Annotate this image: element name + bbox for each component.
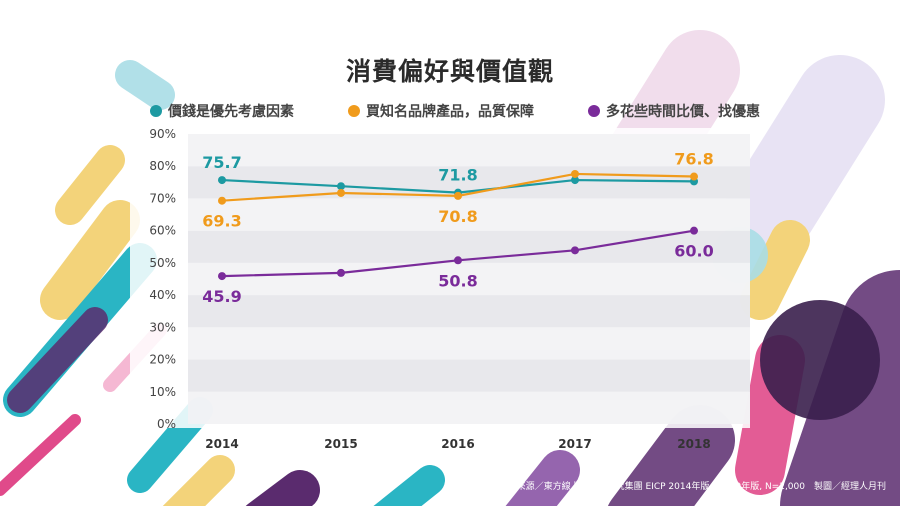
data-point [571, 176, 579, 185]
data-label: 50.8 [438, 271, 477, 290]
data-point [454, 256, 462, 265]
data-point [337, 182, 345, 191]
data-point [218, 196, 226, 205]
data-label: 75.7 [202, 153, 241, 172]
data-label: 45.9 [202, 287, 241, 306]
grid-band [188, 391, 750, 424]
y-tick-label: 90% [149, 127, 176, 141]
x-tick-label: 2017 [558, 437, 591, 451]
data-point [337, 268, 345, 277]
data-label: 76.8 [674, 150, 713, 169]
y-tick-label: 70% [149, 191, 176, 205]
x-tick-label: 2014 [205, 437, 238, 451]
chart-title: 消費偏好與價值觀 [345, 57, 554, 86]
legend-label-price: 價錢是優先考慮因素 [168, 104, 294, 120]
y-tick-label: 50% [149, 256, 176, 270]
x-tick-label: 2018 [677, 437, 710, 451]
legend-item-compare: 多花些時間比價、找優惠 [588, 101, 760, 121]
data-point [218, 176, 226, 185]
grid-band [188, 134, 750, 167]
data-point [571, 246, 579, 255]
x-tick-label: 2015 [324, 437, 357, 451]
data-point [218, 272, 226, 281]
legend-marker-compare [588, 105, 600, 117]
data-point [690, 226, 698, 235]
data-label: 69.3 [202, 212, 241, 231]
y-tick-label: 20% [149, 353, 176, 367]
legend-label-brand: 買知名品牌產品，品質保障 [366, 104, 534, 120]
data-point [690, 172, 698, 181]
grid-band [188, 327, 750, 360]
y-tick-label: 60% [149, 224, 176, 238]
grid-band [188, 359, 750, 392]
data-point [454, 191, 462, 200]
grid-band [188, 262, 750, 296]
y-tick-label: 30% [149, 320, 176, 334]
y-tick-label: 40% [149, 288, 176, 302]
y-tick-label: 10% [149, 385, 176, 399]
legend-item-price: 價錢是優先考慮因素 [150, 101, 294, 121]
grid-band [188, 198, 750, 231]
y-tick-label: 80% [149, 159, 176, 173]
data-label: 60.0 [674, 242, 713, 261]
data-label: 71.8 [438, 166, 477, 185]
legend-item-brand: 買知名品牌產品，品質保障 [348, 101, 534, 121]
y-tick-label: 0% [157, 417, 176, 431]
data-label: 70.8 [438, 207, 477, 226]
legend-marker-brand [348, 105, 360, 117]
legend-marker-price [150, 105, 162, 117]
source-note: 資料來源／東方線上消費者研究集團 EICP 2014年版、2019年版, N=2… [498, 482, 886, 492]
legend-label-compare: 多花些時間比價、找優惠 [606, 104, 760, 120]
grid-band [188, 295, 750, 328]
x-tick-label: 2016 [441, 437, 474, 451]
data-point [571, 169, 579, 178]
data-point [337, 188, 345, 197]
legend: 價錢是優先考慮因素 買知名品牌產品，品質保障 多花些時間比價、找優惠 [150, 101, 760, 121]
